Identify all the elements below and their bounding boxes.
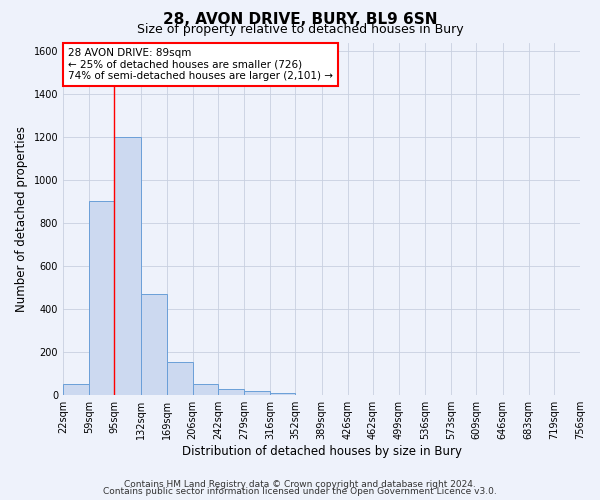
Bar — [89, 202, 115, 394]
X-axis label: Distribution of detached houses by size in Bury: Distribution of detached houses by size … — [182, 444, 461, 458]
Bar — [244, 392, 270, 394]
Text: Contains public sector information licensed under the Open Government Licence v3: Contains public sector information licen… — [103, 488, 497, 496]
Text: 28, AVON DRIVE, BURY, BL9 6SN: 28, AVON DRIVE, BURY, BL9 6SN — [163, 12, 437, 28]
Y-axis label: Number of detached properties: Number of detached properties — [15, 126, 28, 312]
Bar — [63, 384, 89, 394]
Bar — [218, 390, 244, 394]
Text: 28 AVON DRIVE: 89sqm
← 25% of detached houses are smaller (726)
74% of semi-deta: 28 AVON DRIVE: 89sqm ← 25% of detached h… — [68, 48, 333, 81]
Bar — [115, 137, 140, 394]
Text: Contains HM Land Registry data © Crown copyright and database right 2024.: Contains HM Land Registry data © Crown c… — [124, 480, 476, 489]
Bar — [167, 362, 193, 394]
Bar — [193, 384, 218, 394]
Text: Size of property relative to detached houses in Bury: Size of property relative to detached ho… — [137, 22, 463, 36]
Bar — [270, 392, 295, 394]
Bar — [140, 294, 167, 394]
